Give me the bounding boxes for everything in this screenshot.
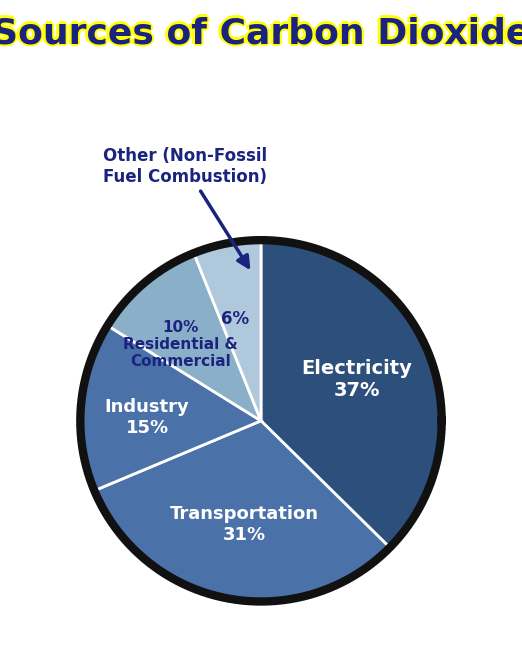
Text: Sources of Carbon Dioxide: Sources of Carbon Dioxide [0, 16, 522, 50]
Text: Transportation
31%: Transportation 31% [170, 505, 319, 544]
Text: Sources of Carbon Dioxide: Sources of Carbon Dioxide [0, 15, 522, 49]
Text: Sources of Carbon Dioxide: Sources of Carbon Dioxide [0, 16, 522, 50]
Text: Sources of Carbon Dioxide: Sources of Carbon Dioxide [0, 18, 522, 52]
Wedge shape [194, 240, 261, 421]
Text: Other (Non-Fossil
Fuel Combustion): Other (Non-Fossil Fuel Combustion) [103, 147, 267, 267]
Wedge shape [94, 421, 390, 602]
Text: Sources of Carbon Dioxide: Sources of Carbon Dioxide [0, 16, 522, 50]
Text: Industry
15%: Industry 15% [105, 398, 189, 437]
Text: 6%: 6% [221, 310, 249, 329]
Wedge shape [108, 253, 261, 421]
Wedge shape [261, 240, 442, 548]
Text: Sources of Carbon Dioxide: Sources of Carbon Dioxide [0, 18, 522, 52]
Text: Sources of Carbon Dioxide: Sources of Carbon Dioxide [0, 14, 522, 48]
Text: Electricity
37%: Electricity 37% [302, 359, 412, 400]
Text: Sources of Carbon Dioxide: Sources of Carbon Dioxide [0, 19, 522, 53]
Text: Sources of Carbon Dioxide: Sources of Carbon Dioxide [0, 15, 522, 49]
Wedge shape [80, 325, 261, 490]
Text: 10%
Residential &
Commercial: 10% Residential & Commercial [123, 319, 238, 369]
